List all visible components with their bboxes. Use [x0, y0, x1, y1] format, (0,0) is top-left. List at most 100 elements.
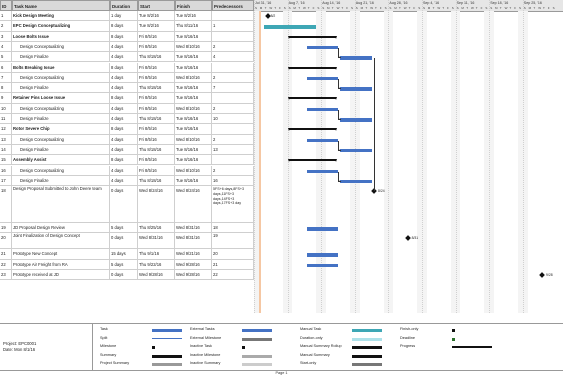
cell-id[interactable]: 19	[0, 223, 12, 233]
cell-predecessors[interactable]	[212, 31, 254, 41]
cell-finish[interactable]: Tue 8/16/16	[175, 62, 212, 72]
cell-name[interactable]: Loose Bolts Issue	[12, 31, 110, 41]
cell-finish[interactable]: Tue 8/2/16	[175, 11, 212, 21]
cell-id[interactable]: 22	[0, 259, 12, 269]
task-bar[interactable]	[340, 179, 372, 184]
cell-start[interactable]: Tue 8/2/16	[138, 11, 175, 21]
cell-finish[interactable]: Tue 8/16/16	[175, 175, 212, 186]
cell-finish[interactable]: Wed 8/31/16	[175, 223, 212, 233]
task-bar[interactable]	[306, 107, 338, 112]
cell-duration[interactable]: 4 days	[110, 144, 138, 155]
cell-predecessors[interactable]: 20	[212, 249, 254, 259]
col-header-finish[interactable]: Finish	[175, 0, 212, 11]
cell-id[interactable]: 3	[0, 31, 12, 41]
cell-start[interactable]: Thu 8/25/16	[138, 223, 175, 233]
cell-id[interactable]: 18	[0, 186, 12, 223]
cell-duration[interactable]: 4 days	[110, 165, 138, 175]
table-row[interactable]: 19 JD Proposal Design Review 5 days Thu 8/2…	[0, 223, 254, 234]
table-row[interactable]: 8 Design Finalize 4 days Thu 8/18/16 Tue 8/1…	[0, 83, 254, 94]
col-header-predecessors[interactable]: Predecessors	[212, 0, 254, 11]
cell-name[interactable]: Prototype Air Freight from RA	[12, 259, 110, 269]
cell-start[interactable]: Fri 8/5/16	[138, 93, 175, 103]
task-bar[interactable]	[306, 263, 338, 268]
cell-duration[interactable]: 4 days	[110, 72, 138, 83]
cell-start[interactable]: Fri 8/5/16	[138, 103, 175, 113]
task-bar[interactable]	[340, 118, 372, 122]
cell-start[interactable]: Tue 8/2/16	[138, 21, 175, 31]
cell-name[interactable]: Design Conceptualizing	[12, 165, 110, 175]
cell-id[interactable]: 6	[0, 62, 12, 72]
table-row[interactable]: 3 Loose Bolts Issue 8 days Fri 8/5/16 Tue 8/…	[0, 31, 254, 42]
cell-duration[interactable]: 8 days	[110, 62, 138, 72]
cell-name[interactable]: EPC Design Conceptualizing	[12, 21, 110, 31]
cell-id[interactable]: 14	[0, 144, 12, 155]
cell-predecessors[interactable]: 21	[212, 259, 254, 269]
col-header-start[interactable]: Start	[138, 0, 175, 11]
cell-duration[interactable]: 8 days	[110, 155, 138, 165]
cell-name[interactable]: Joint Finalization of Design Concept	[12, 233, 110, 249]
cell-finish[interactable]: Tue 8/16/16	[175, 155, 212, 165]
cell-finish[interactable]: Wed 9/28/16	[175, 259, 212, 269]
table-row[interactable]: 17 Design Finalize 4 days Thu 8/18/16 Tue 8/…	[0, 175, 254, 187]
cell-finish[interactable]: Wed 9/28/16	[175, 270, 212, 280]
cell-predecessors[interactable]: 22	[212, 270, 254, 280]
cell-finish[interactable]: Wed 8/10/16	[175, 165, 212, 175]
cell-predecessors[interactable]: 1	[212, 21, 254, 31]
cell-id[interactable]: 2	[0, 21, 12, 31]
table-row[interactable]: 15 Assembly Assist 8 days Fri 8/5/16 Tue 8/1…	[0, 155, 254, 166]
cell-start[interactable]: Wed 8/31/16	[138, 233, 175, 249]
cell-finish[interactable]: Wed 9/21/16	[175, 249, 212, 259]
cell-finish[interactable]: Tue 8/16/16	[175, 144, 212, 155]
cell-duration[interactable]: 0 days	[110, 186, 138, 223]
cell-predecessors[interactable]	[212, 155, 254, 165]
table-row[interactable]: 14 Design Finalize 4 days Thu 8/18/16 Tue 8/…	[0, 144, 254, 156]
cell-start[interactable]: Fri 8/5/16	[138, 124, 175, 134]
cell-duration[interactable]: 8 days	[110, 31, 138, 41]
cell-name[interactable]: Rotor Severe Chip	[12, 124, 110, 134]
table-row[interactable]: 4 Design Conceptualizing 4 days Fri 8/5/16 W…	[0, 41, 254, 53]
cell-name[interactable]: Design Finalize	[12, 52, 110, 62]
cell-duration[interactable]: 4 days	[110, 83, 138, 93]
cell-duration[interactable]: 4 days	[110, 134, 138, 144]
table-row[interactable]: 21 Prototype New Concept 15 days Thu 9/1/16…	[0, 249, 254, 260]
cell-start[interactable]: Fri 8/5/16	[138, 72, 175, 83]
cell-id[interactable]: 23	[0, 270, 12, 280]
milestone-marker[interactable]	[404, 235, 411, 242]
cell-name[interactable]: Design Proposal Submitted to John Deere …	[12, 186, 110, 223]
cell-predecessors[interactable]: 13	[212, 144, 254, 155]
cell-predecessors[interactable]: 18	[212, 223, 254, 233]
milestone-marker[interactable]	[539, 272, 545, 278]
cell-name[interactable]: Design Conceptualizing	[12, 72, 110, 83]
cell-finish[interactable]: Thu 8/11/16	[175, 21, 212, 31]
cell-start[interactable]: Thu 8/18/16	[138, 83, 175, 93]
cell-predecessors[interactable]	[212, 11, 254, 21]
task-bar[interactable]	[306, 45, 338, 50]
cell-predecessors[interactable]: 2	[212, 103, 254, 113]
cell-finish[interactable]: Tue 8/16/16	[175, 93, 212, 103]
cell-id[interactable]: 21	[0, 249, 12, 259]
cell-predecessors[interactable]: 16	[212, 175, 254, 186]
cell-start[interactable]: Wed 9/28/16	[138, 270, 175, 280]
milestone-marker[interactable]	[264, 13, 271, 19]
table-row[interactable]: 23 Prototype received at JD 0 days Wed 9/28…	[0, 270, 254, 281]
cell-duration[interactable]: 4 days	[110, 114, 138, 124]
cell-finish[interactable]: Tue 8/16/16	[175, 114, 212, 124]
cell-start[interactable]: Fri 8/5/16	[138, 31, 175, 41]
task-bar[interactable]	[306, 169, 338, 173]
summary-bar[interactable]	[288, 128, 337, 132]
cell-id[interactable]: 16	[0, 165, 12, 175]
cell-id[interactable]: 8	[0, 83, 12, 93]
cell-start[interactable]: Fri 8/5/16	[138, 165, 175, 175]
cell-duration[interactable]: 1 day	[110, 11, 138, 21]
cell-name[interactable]: Design Finalize	[12, 175, 110, 186]
cell-start[interactable]: Thu 8/18/16	[138, 175, 175, 186]
task-bar[interactable]	[306, 253, 338, 257]
cell-start[interactable]: Thu 9/1/16	[138, 249, 175, 259]
cell-predecessors[interactable]: 7	[212, 83, 254, 93]
cell-id[interactable]: 7	[0, 72, 12, 83]
cell-start[interactable]: Fri 8/5/16	[138, 62, 175, 72]
cell-start[interactable]: Thu 8/18/16	[138, 114, 175, 124]
cell-name[interactable]: Retainer Pins Loose Issue	[12, 93, 110, 103]
table-row[interactable]: 11 Design Finalize 4 days Thu 8/18/16 Tue 8/…	[0, 114, 254, 125]
cell-id[interactable]: 11	[0, 114, 12, 124]
